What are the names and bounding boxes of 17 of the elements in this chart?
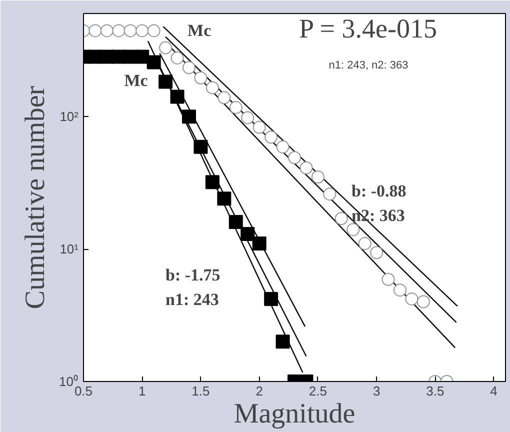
- annotation: P = 3.4e-015: [299, 14, 437, 44]
- x-tick-label: 2.5: [308, 384, 327, 398]
- x-tick-label: 2: [256, 384, 263, 398]
- y-tick-label: 10²: [60, 109, 80, 124]
- x-tick-label: 1.5: [192, 384, 210, 398]
- y-tick-label: 10¹: [60, 242, 80, 257]
- x-tick-label: 4: [490, 384, 498, 398]
- x-tick-label: 3: [372, 384, 380, 398]
- x-tick-label: 3.5: [426, 384, 444, 398]
- x-tick-label: 1: [138, 384, 146, 398]
- x-tick-label: 0.5: [74, 384, 93, 398]
- annotation: Mc: [124, 70, 148, 90]
- annotation: Mc: [188, 21, 212, 40]
- x-axis-title: Magnitude: [234, 398, 356, 430]
- annotation: n1: 243, n2: 363: [328, 60, 408, 72]
- annotation: b: -1.75 n1: 243: [166, 266, 220, 310]
- y-axis-title: Cumulative number: [20, 85, 52, 310]
